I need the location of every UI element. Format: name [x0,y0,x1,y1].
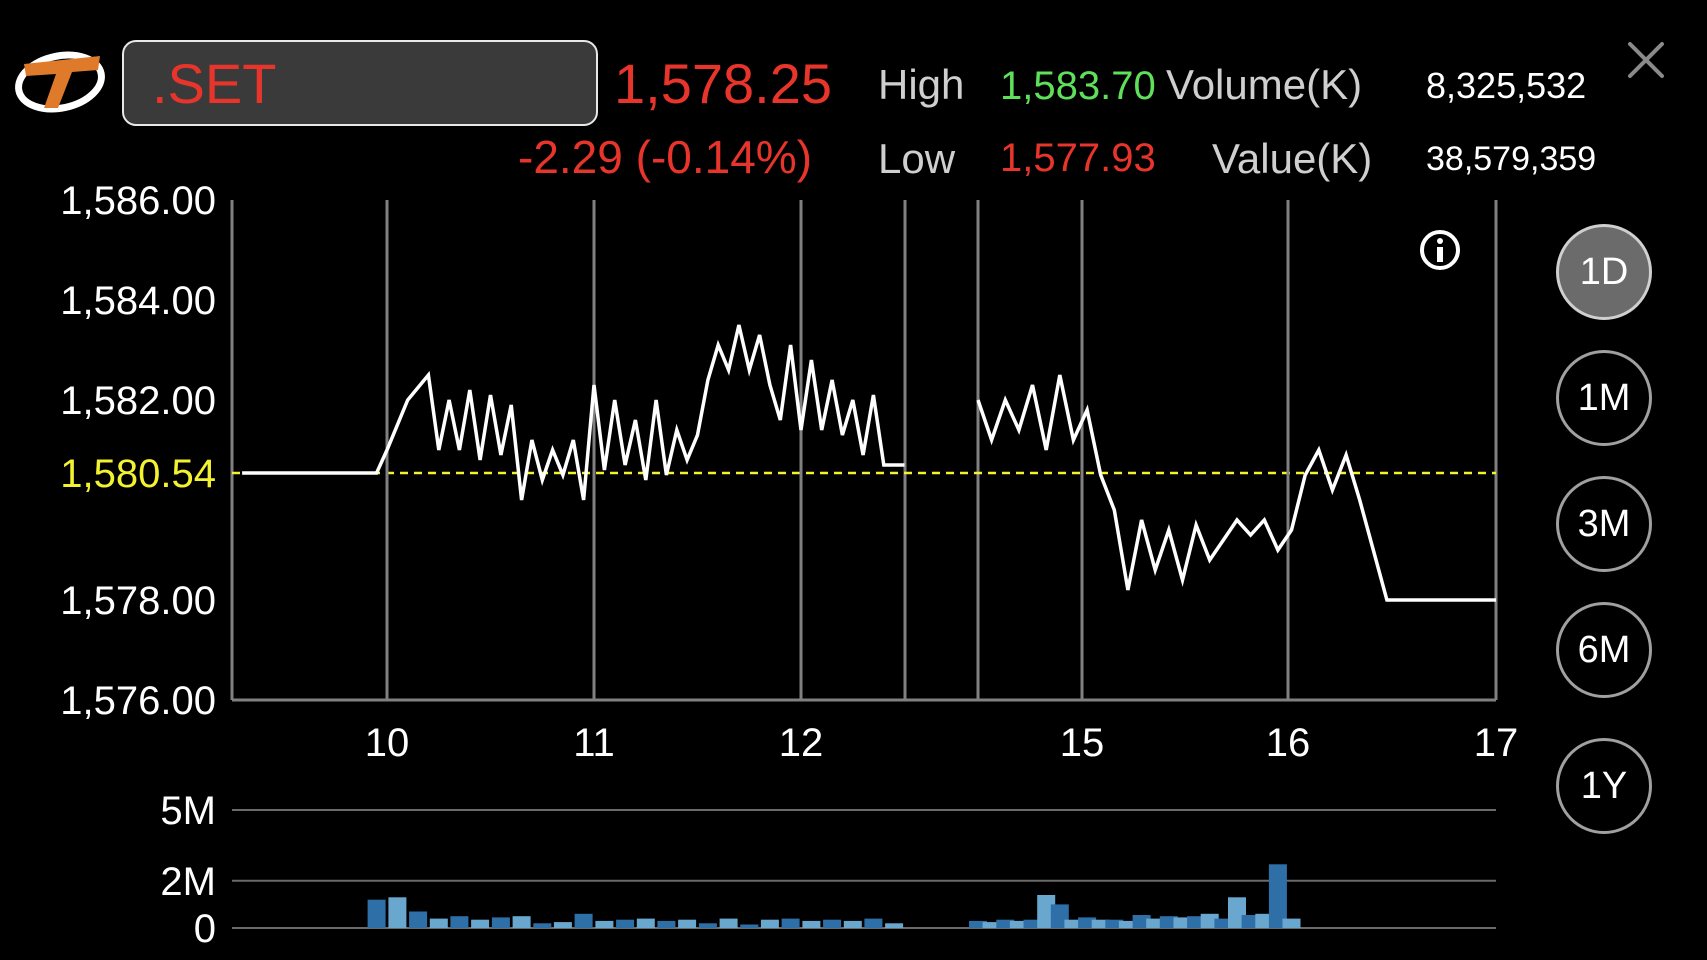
range-button-1y[interactable]: 1Y [1556,738,1652,834]
x-tick-label: 15 [1060,721,1105,765]
volume-bar [678,919,697,928]
volume-bar [1050,904,1069,928]
volume-bar [698,923,717,928]
volume-bar [1118,920,1137,928]
y-tick-label: 1,582.00 [60,379,216,423]
volume-bar [1241,915,1260,928]
volume-bar [409,911,428,928]
volume-bar [1064,919,1083,928]
volume-bar [1255,913,1274,928]
x-tick-label: 11 [573,721,615,765]
volume-bar [969,920,987,928]
x-tick-label: 17 [1474,721,1519,765]
volume-bar [491,917,510,928]
volume-bar [429,918,448,928]
price-line-segment [976,374,1496,602]
volume-bar [616,919,635,928]
x-tick-label: 10 [365,721,410,765]
close-icon[interactable] [1626,40,1666,80]
volume-bar [885,923,904,928]
price-change: -2.29 (-0.14%) [518,131,813,183]
volume-bar [1132,915,1151,928]
high-value: 1,583.70 [1000,64,1156,108]
y-tick-label: 1,576.00 [60,679,216,723]
brand-logo-icon [15,51,105,113]
volume-y-tick-label: 5M [160,789,216,833]
volume-y-tick-label: 0 [194,907,216,951]
volume-bar [574,913,593,928]
volume-bar [1009,920,1028,928]
high-label: High [878,61,965,108]
volume-bar [1282,918,1301,928]
symbol-text: .SET [152,52,277,115]
volume-bar [1146,918,1165,928]
volume-bar [1173,917,1192,928]
low-label: Low [878,135,956,182]
volume-bar [1091,919,1110,928]
volume-bar [843,920,862,928]
volume-bar [450,916,469,928]
volume-bar [1023,919,1042,928]
last-price: 1,578.25 [614,52,832,115]
volume-y-tick-label: 2M [160,860,216,904]
volume-bar [512,916,531,928]
reference-label: 1,580.54 [60,452,216,496]
volume-bar [1268,864,1287,928]
volume-bar [1078,917,1097,928]
volume-bar [1214,918,1233,928]
volume-bar [595,920,614,928]
y-tick-label: 1,578.00 [60,579,216,623]
symbol-search-input[interactable]: .SET [122,40,598,126]
volume-label: Volume(K) [1166,61,1363,108]
volume-bar [553,922,572,928]
volume-bar [760,919,779,928]
x-tick-label: 16 [1266,721,1311,765]
volume-bar [740,924,759,928]
volume-bar [1037,895,1056,928]
volume-bar [471,919,490,928]
y-tick-label: 1,584.00 [60,279,216,323]
volume-bar [781,918,800,928]
range-button-6m[interactable]: 6M [1556,602,1652,698]
volume-bar [533,923,552,928]
volume-bar [1200,913,1219,928]
volume-bar [802,920,821,928]
volume-bar [1187,916,1206,928]
range-button-1m[interactable]: 1M [1556,350,1652,446]
volume-bar [1228,897,1246,928]
info-icon[interactable] [1418,228,1462,272]
range-button-3m[interactable]: 3M [1556,476,1652,572]
range-button-1d[interactable]: 1D [1556,224,1652,320]
value-value: 38,579,359 [1426,140,1597,178]
volume-bar [1159,916,1178,928]
volume-value: 8,325,532 [1426,65,1587,106]
low-value: 1,577.93 [1000,136,1156,180]
volume-bar [996,919,1015,928]
volume-bar [1105,919,1124,928]
y-tick-label: 1,586.00 [60,179,216,223]
volume-bar [982,922,1001,928]
volume-bar [657,920,676,928]
value-label: Value(K) [1212,135,1373,182]
volume-bar [823,919,842,928]
x-tick-label: 12 [779,721,824,765]
volume-bar [719,918,738,928]
volume-bar [864,918,883,928]
volume-bar [636,918,655,928]
volume-bar [367,899,386,928]
price-line-segment [242,324,905,501]
volume-bar [388,897,407,928]
